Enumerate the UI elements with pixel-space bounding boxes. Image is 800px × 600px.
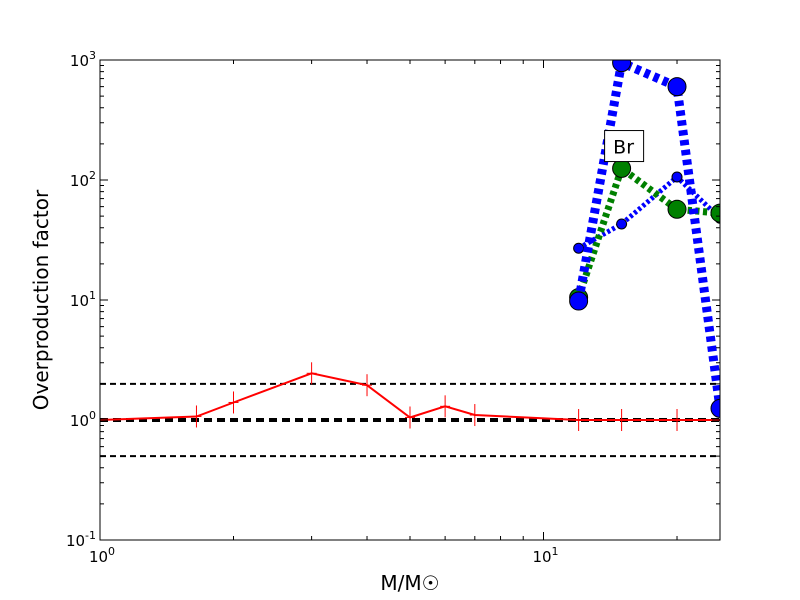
series-1-point [671,171,683,183]
series-1-point [616,218,628,230]
series-line-2 [575,162,720,299]
series-3-point [569,291,589,311]
x-axis-label: M/M☉ [380,571,439,595]
x-tick-label: 100 [89,545,115,566]
series-3-point [667,77,687,97]
series-line-0 [100,372,720,421]
y-tick-label: 100 [70,409,96,430]
series-1-point [573,242,585,254]
y-tick-label: 10-1 [66,529,96,550]
x-tick-label: 101 [532,545,558,566]
series-2-point [710,203,720,223]
y-tick-label: 101 [70,289,96,310]
y-tick-label: 102 [70,169,96,190]
series-layer [100,60,720,431]
series-3-point [710,398,720,418]
series-3-point [612,60,632,73]
annotation-label: Br [613,137,634,159]
series-line-3 [574,60,720,409]
series-2-point [612,158,632,178]
axis-ticks [99,59,720,541]
y-axis-label: Overproduction factor [29,189,53,410]
reference-lines [100,382,720,458]
annotation-layer: Br [604,130,645,163]
y-tick-label: 103 [70,49,96,70]
annotation-box [604,130,645,163]
series-2-point [667,199,687,219]
